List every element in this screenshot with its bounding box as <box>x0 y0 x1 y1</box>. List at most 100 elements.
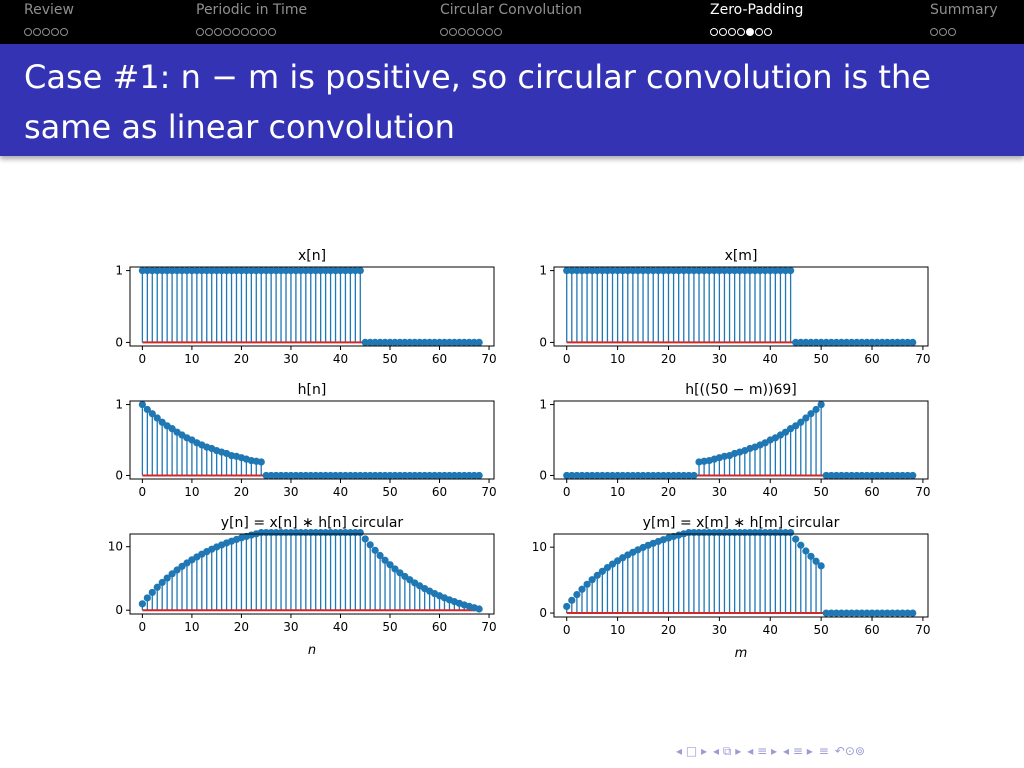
nav-slide-dot[interactable] <box>467 28 475 36</box>
data-point <box>598 266 606 275</box>
y-tick-label: 1 <box>539 264 547 278</box>
data-point <box>351 471 359 480</box>
data-point <box>158 266 166 275</box>
data-point <box>619 471 627 480</box>
axes-frame <box>129 400 495 480</box>
data-point <box>659 471 668 480</box>
nav-slide-dot[interactable] <box>60 28 68 36</box>
data-point <box>336 471 345 480</box>
data-point <box>173 266 181 275</box>
nav-section-5[interactable]: Summary <box>930 2 998 36</box>
nav-undo-icon[interactable]: ↶⊙⊚ <box>834 744 865 758</box>
nav-section-next-icon[interactable]: ◂ ≡ ▸ <box>783 744 813 758</box>
nav-slide-dot[interactable] <box>440 28 448 36</box>
data-point <box>807 552 815 560</box>
nav-slide-dot[interactable] <box>232 28 240 36</box>
nav-slide-dot[interactable] <box>223 28 231 36</box>
data-point <box>361 338 369 347</box>
data-point <box>787 266 795 275</box>
data-point <box>898 471 907 480</box>
data-point <box>705 266 713 275</box>
data-point <box>873 609 881 617</box>
nav-section-label[interactable]: Periodic in Time <box>196 2 308 18</box>
data-point <box>664 266 673 275</box>
nav-slide-dot[interactable] <box>719 28 727 36</box>
nav-section-label[interactable]: Circular Convolution <box>440 2 583 18</box>
data-point <box>297 471 305 480</box>
nav-search-icon[interactable]: ≡ <box>818 744 829 758</box>
nav-slide-dot[interactable] <box>241 28 249 36</box>
nav-slide-dot[interactable] <box>710 28 718 36</box>
nav-slide-dot[interactable] <box>485 28 493 36</box>
nav-slide-dot[interactable] <box>939 28 947 36</box>
data-point <box>842 471 851 480</box>
nav-section-1[interactable]: Review <box>24 2 74 36</box>
x-tick-label: 60 <box>432 352 447 366</box>
nav-frame-icon[interactable]: ◂ □ ▸ <box>676 744 708 758</box>
nav-slide-dot[interactable] <box>214 28 222 36</box>
data-point <box>416 338 424 347</box>
data-point <box>222 266 231 275</box>
data-point <box>460 338 468 347</box>
data-point <box>629 266 637 275</box>
data-point <box>807 338 815 347</box>
data-point <box>685 266 693 275</box>
nav-slide-dot[interactable] <box>250 28 258 36</box>
nav-section-label[interactable]: Review <box>24 2 74 18</box>
data-point <box>614 266 622 275</box>
data-point <box>858 609 866 617</box>
nav-slide-dot[interactable] <box>449 28 457 36</box>
data-point <box>475 338 483 347</box>
data-point <box>690 266 698 275</box>
data-point <box>272 471 280 480</box>
data-point <box>675 266 683 275</box>
nav-slide-dot[interactable] <box>728 28 736 36</box>
data-point <box>227 266 236 275</box>
data-point <box>440 338 449 347</box>
data-point <box>460 471 468 480</box>
data-point <box>695 266 703 275</box>
nav-slide-dot[interactable] <box>205 28 213 36</box>
nav-section-4[interactable]: Zero-Padding <box>710 2 804 36</box>
nav-slide-dot[interactable] <box>948 28 956 36</box>
data-point <box>292 471 300 480</box>
nav-section-label[interactable]: Summary <box>930 2 998 18</box>
nav-slide-dot[interactable] <box>33 28 41 36</box>
nav-slide-dot[interactable] <box>42 28 50 36</box>
nav-slide-dot[interactable] <box>259 28 267 36</box>
data-point <box>868 471 876 480</box>
nav-slide-dot[interactable] <box>494 28 502 36</box>
data-point <box>792 422 800 430</box>
nav-slide-dot[interactable] <box>24 28 32 36</box>
data-point <box>371 338 379 347</box>
nav-section-2[interactable]: Periodic in Time <box>196 2 308 36</box>
data-point <box>608 560 617 568</box>
x-tick-label: 20 <box>234 352 249 366</box>
nav-section-3[interactable]: Circular Convolution <box>440 2 583 36</box>
nav-slide-dot[interactable] <box>755 28 763 36</box>
nav-slide-dot[interactable] <box>268 28 276 36</box>
nav-slide-dot[interactable] <box>930 28 938 36</box>
nav-slide-dot[interactable] <box>764 28 772 36</box>
data-point <box>297 266 305 275</box>
data-point <box>675 471 683 480</box>
nav-slide-dot[interactable] <box>737 28 745 36</box>
data-point <box>198 266 206 275</box>
data-point <box>326 471 335 480</box>
nav-section-icon[interactable]: ◂ ≡ ▸ <box>747 744 777 758</box>
data-point <box>158 578 166 587</box>
nav-slide-dot[interactable] <box>746 28 754 36</box>
data-point <box>411 338 419 347</box>
data-point <box>317 471 325 480</box>
nav-subsection-icon[interactable]: ◂ ⧉ ▸ <box>713 744 742 758</box>
data-point <box>603 563 612 572</box>
data-point <box>267 471 275 480</box>
nav-slide-dot[interactable] <box>476 28 484 36</box>
data-point <box>573 471 581 480</box>
data-point <box>827 338 835 347</box>
nav-section-label[interactable]: Zero-Padding <box>710 2 804 18</box>
x-tick-label: 60 <box>864 623 879 637</box>
nav-slide-dot[interactable] <box>458 28 466 36</box>
nav-slide-dot[interactable] <box>51 28 59 36</box>
nav-slide-dot[interactable] <box>196 28 204 36</box>
